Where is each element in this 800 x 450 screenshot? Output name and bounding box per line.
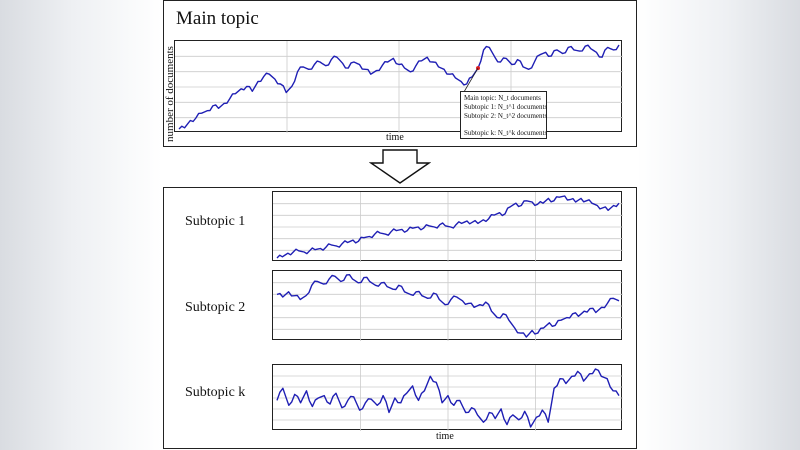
right-backdrop [637,0,800,450]
legend: Main topic: N_t documents Subtopic 1: N_… [460,91,547,139]
subtopic-2-chart [272,270,623,341]
subtopic-2-label: Subtopic 2 [185,300,246,315]
main-topic-svg [175,41,623,133]
legend-main: Main topic: N_t documents [464,94,541,102]
subtopic-k-svg [273,365,623,431]
down-arrow-icon [369,149,431,184]
subtopic-1-series-line [276,195,620,259]
left-backdrop [0,0,162,450]
subtopic-k-chart [272,364,623,431]
subtopic-2-svg [273,271,623,341]
subtopic-2-series-line [276,274,620,338]
subtopic-1-svg [273,192,623,262]
subtopic-k-series-line [276,368,620,428]
legend-sub1: Subtopic 1: N_t^1 documents [464,103,548,111]
subtopic-1-chart [272,191,623,262]
main-xlabel: time [386,132,404,143]
main-topic-chart [174,40,623,133]
main-topic-marker-point [476,66,480,71]
subtopic-k-label: Subtopic k [185,385,246,400]
legend-subk: Subtopic k: N_t^k documents [464,129,548,137]
main-topic-title: Main topic [176,8,259,29]
legend-sub2: Subtopic 2: N_t^2 documents [464,112,548,120]
sub-xlabel: time [436,431,454,442]
subtopic-1-label: Subtopic 1 [185,214,246,229]
main-topic-series-line [178,44,620,130]
